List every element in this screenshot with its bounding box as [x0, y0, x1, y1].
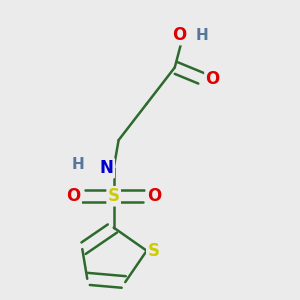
Text: N: N: [100, 159, 114, 177]
Text: H: H: [196, 28, 208, 43]
Text: O: O: [66, 187, 81, 205]
Text: O: O: [206, 70, 220, 88]
Text: O: O: [172, 26, 187, 44]
Text: S: S: [108, 187, 120, 205]
Text: S: S: [147, 242, 159, 260]
Text: H: H: [71, 158, 84, 172]
Text: O: O: [147, 187, 161, 205]
